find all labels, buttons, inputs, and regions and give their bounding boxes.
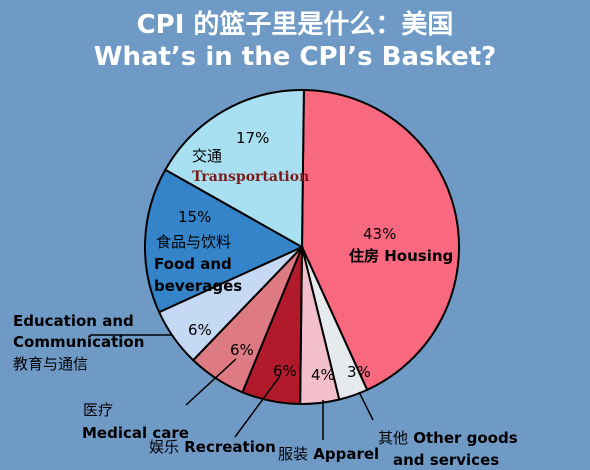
food-label-en-1: Food and <box>154 255 232 273</box>
food-label-cn: 食品与饮料 <box>156 233 232 251</box>
medical-value-label: 6% <box>230 341 254 359</box>
housing-value-label: 43% <box>363 225 397 243</box>
transportation-label-en: Transportation <box>192 169 310 185</box>
food-label-en-2: beverages <box>154 277 243 295</box>
medical-label-en: Medical care <box>82 424 189 442</box>
food-value-label: 15% <box>178 208 212 226</box>
housing-label-cn: 住房 <box>349 247 380 265</box>
education-label-en-1: Education and <box>13 312 134 330</box>
pie-slice-food <box>144 168 305 314</box>
transportation-value-label: 17% <box>236 129 270 147</box>
housing-label-en: Housing <box>384 247 454 265</box>
recreation-label-cn: 娱乐 <box>149 438 180 456</box>
other-label-en-1: Other goods <box>413 429 518 447</box>
other-label-cn: 其他 <box>378 429 409 447</box>
other-value-label: 3% <box>347 363 371 381</box>
pie-slice-transportation <box>163 89 305 249</box>
leader-line-recreation <box>234 375 281 438</box>
other-label-1: 其他 Other goods <box>378 428 518 448</box>
recreation-value-label: 6% <box>273 362 297 380</box>
education-value-label: 6% <box>188 321 212 339</box>
leader-line-medical <box>185 358 237 406</box>
housing-label: 住房 Housing <box>349 246 453 266</box>
recreation-label-en: Recreation <box>184 438 276 456</box>
education-label-cn: 教育与通信 <box>13 355 89 373</box>
education-label-en-2: Communication <box>13 333 145 351</box>
apparel-label-en: Apparel <box>313 445 380 463</box>
apparel-label: 服装 Apparel <box>278 444 379 464</box>
pie-slice-housing <box>300 88 460 392</box>
apparel-value-label: 4% <box>311 366 335 384</box>
medical-label-cn: 医疗 <box>83 401 114 419</box>
title-english: What’s in the CPI’s Basket? <box>93 42 497 72</box>
transportation-label-cn: 交通 <box>192 147 223 165</box>
other-label-en-2: and services <box>393 451 500 469</box>
leader-line-other <box>358 391 374 421</box>
recreation-label: 娱乐 Recreation <box>149 437 276 457</box>
apparel-label-cn: 服装 <box>278 445 309 463</box>
title-chinese: CPI 的篮子里是什么：美国 <box>136 10 454 40</box>
